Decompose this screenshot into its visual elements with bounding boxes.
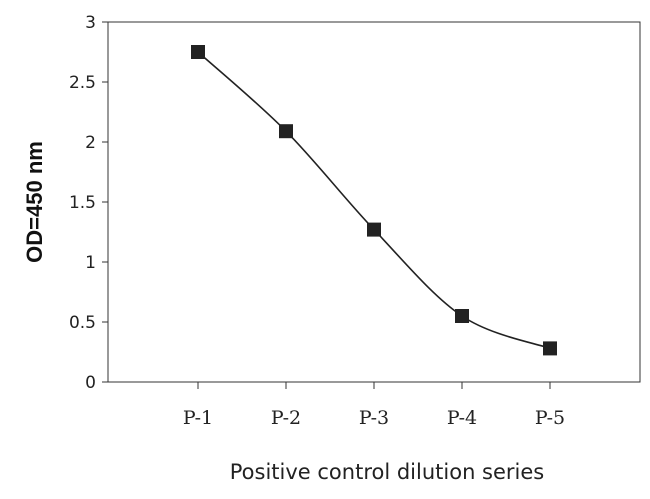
- y-axis-label: OD=450 nm: [22, 141, 47, 263]
- x-axis-label: Positive control dilution series: [230, 460, 545, 484]
- x-tick-label: P-4: [447, 407, 477, 429]
- y-tick-label: 0: [85, 373, 96, 393]
- data-point-marker: [279, 124, 293, 139]
- y-tick-label: 1.5: [69, 193, 96, 213]
- y-axis: 0 0.5 1 1.5 2 2.5 3: [69, 13, 108, 393]
- data-point-marker: [191, 45, 205, 59]
- x-tick-label: P-1: [183, 407, 213, 429]
- data-point-marker: [367, 222, 381, 237]
- x-tick-label: P-3: [359, 407, 389, 429]
- x-tick-label: P-2: [271, 407, 301, 429]
- plot-frame: [107, 21, 641, 383]
- x-axis: P-1 P-2 P-3 P-4 P-5: [183, 382, 565, 429]
- y-tick-label: 1: [85, 253, 96, 273]
- data-markers: [191, 45, 557, 356]
- y-tick-label: 2: [85, 133, 96, 153]
- y-tick-label: 3: [85, 13, 96, 33]
- data-point-marker: [455, 309, 469, 323]
- x-tick-label: P-5: [535, 407, 565, 429]
- series-line: [197, 51, 551, 350]
- y-tick-label: 0.5: [69, 313, 96, 333]
- y-tick-label: 2.5: [69, 73, 96, 93]
- data-point-marker: [543, 341, 557, 356]
